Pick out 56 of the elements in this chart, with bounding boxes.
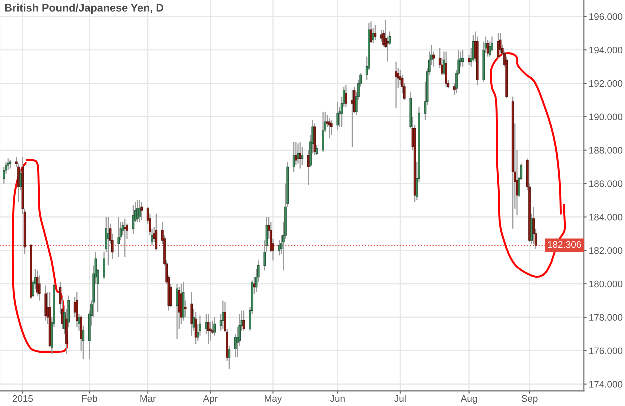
candlestick	[214, 316, 216, 336]
candlestick	[299, 141, 302, 170]
candlestick	[330, 120, 333, 136]
candlestick	[180, 284, 183, 325]
candlestick	[103, 252, 106, 280]
x-tick-label: 2015	[12, 395, 34, 402]
candlestick	[532, 206, 536, 245]
candlestick	[184, 300, 187, 318]
candlestick	[44, 285, 48, 322]
y-tick-label: 194.000	[590, 46, 623, 54]
candlestick	[322, 111, 324, 153]
candlestick	[76, 292, 78, 328]
candlestick	[136, 200, 139, 223]
candlestick	[499, 32, 502, 54]
y-tick-label: 188.000	[590, 147, 623, 154]
candlestick	[486, 40, 490, 58]
x-tick-label: May	[265, 396, 282, 404]
y-tick-label: 190.000	[590, 114, 623, 120]
candlestick	[176, 284, 178, 340]
candlestick	[351, 90, 354, 148]
candlestick	[328, 118, 331, 140]
y-tick-label: 196.000	[590, 14, 623, 20]
candlestick	[395, 61, 398, 110]
candlestick	[138, 200, 141, 223]
x-tick-label: Apr	[203, 396, 218, 404]
y-tick-label: 174.000	[590, 381, 623, 388]
candlestick	[336, 101, 340, 131]
candlestick	[292, 141, 296, 173]
y-tick-label: 192.000	[590, 80, 623, 88]
candlestick	[301, 146, 304, 166]
chart-title: British Pound/Japanese Yen, D	[5, 4, 164, 14]
candlestick	[155, 213, 158, 252]
candlestick	[345, 84, 348, 108]
candlestick	[194, 312, 198, 345]
y-tick-label: 186.000	[590, 180, 623, 188]
candlestick	[107, 216, 110, 266]
candlestick	[118, 216, 120, 258]
candlestick	[445, 51, 448, 88]
x-tick-label: Sep	[522, 395, 538, 404]
y-tick-label: 180.000	[590, 280, 623, 288]
candlestick	[190, 292, 194, 336]
candlestick	[462, 50, 464, 68]
candlestick	[374, 24, 377, 41]
y-tick-label: 182.000	[590, 247, 623, 254]
candlestick	[140, 202, 143, 222]
x-tick-label: Aug	[460, 396, 478, 404]
ref-line-label: 182.306	[548, 241, 582, 248]
x-tick-label: Jun	[330, 396, 345, 402]
candlestick	[488, 41, 492, 58]
x-tick-label: Feb	[82, 395, 98, 402]
y-tick-label: 176.000	[590, 348, 623, 354]
x-tick-label: Mar	[140, 396, 156, 402]
candlestick	[207, 314, 210, 345]
y-tick-label: 178.000	[590, 314, 623, 321]
x-tick-label: Jul	[394, 395, 406, 402]
y-tick-label: 184.000	[590, 214, 623, 221]
